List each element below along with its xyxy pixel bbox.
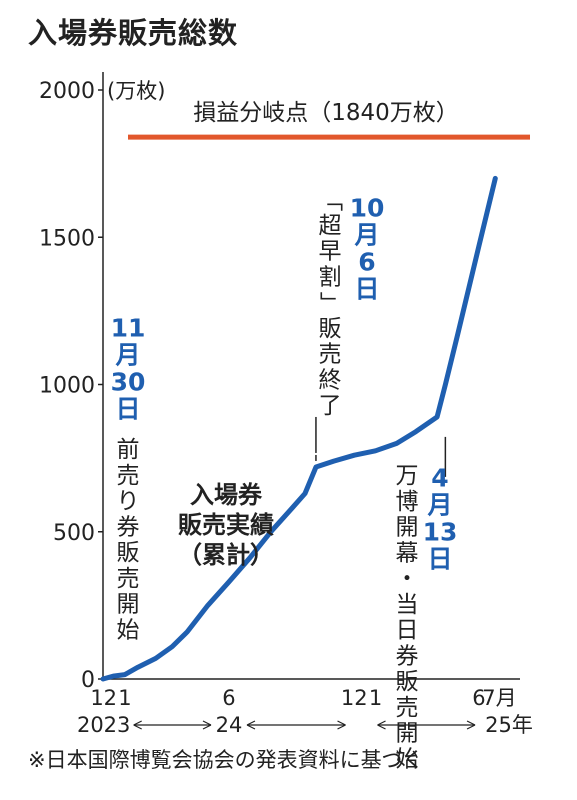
annotation-apr13-text: 開	[396, 515, 419, 541]
annotation-nov30-text: 開	[117, 592, 140, 618]
breakeven-label: 損益分岐点（1840万枚）	[193, 100, 459, 126]
series-label: 入場券	[190, 481, 263, 509]
annotation-apr13-text: 当	[396, 592, 419, 618]
annotation-apr13-text: 幕	[396, 540, 419, 566]
annotation-apr13-text: 始	[396, 746, 419, 772]
x-tick-label: 6	[472, 686, 485, 710]
annotation-oct6-date: 月	[353, 221, 379, 250]
y-tick-label: 500	[53, 521, 95, 546]
x-tick-label: 12	[90, 686, 117, 710]
annotation-oct6-text: 了	[319, 393, 342, 419]
y-tick-label: 0	[81, 668, 95, 693]
annotation-oct6-text: 」	[317, 292, 343, 315]
x-tick-label: 1	[118, 686, 131, 710]
y-unit-label: (万枚)	[107, 79, 165, 103]
year-label: 24	[216, 713, 243, 737]
annotation-apr13-date: 4	[431, 464, 448, 493]
annotation-nov30-text: 売	[117, 463, 140, 489]
annotation-oct6-text: 超	[319, 213, 342, 239]
series-label: （累計）	[178, 541, 274, 569]
annotation-oct6-text: 販	[319, 316, 342, 342]
y-tick-label: 1500	[39, 226, 95, 251]
x-tick-label: 7月	[482, 686, 516, 710]
annotation-apr13-date: 月	[426, 491, 452, 520]
annotation-oct6-text: 割	[319, 264, 342, 290]
annotation-apr13-text: 販	[396, 669, 419, 695]
annotation-oct6-text: 終	[319, 367, 342, 393]
chart-title: 入場券販売総数	[28, 16, 239, 50]
y-tick-label: 2000	[39, 79, 95, 104]
annotation-oct6-date: 日	[354, 275, 379, 304]
annotation-nov30-text: 前	[117, 437, 140, 463]
annotation-nov30-text: 販	[117, 540, 140, 566]
y-tick-label: 1000	[39, 374, 95, 399]
year-label: 2023	[77, 713, 130, 737]
annotation-apr13-date: 日	[427, 545, 452, 574]
x-tick-label: 6	[222, 686, 235, 710]
annotation-apr13-text: 開	[396, 721, 419, 747]
source-footnote: ※日本国際博覧会協会の発表資料に基づく	[28, 748, 424, 772]
series-label: 販売実績	[178, 511, 274, 539]
annotation-nov30-date: 月	[114, 341, 140, 370]
annotation-apr13-text: 日	[396, 618, 419, 644]
annotation-apr13-text: 売	[396, 695, 419, 721]
annotation-apr13-text: ・	[396, 566, 419, 592]
year-span-arrowhead	[133, 720, 212, 730]
annotation-nov30-text: り	[117, 489, 140, 515]
x-tick-label: 12	[341, 686, 368, 710]
annotation-nov30-date: 11	[111, 314, 146, 343]
cumulative-sales-line	[100, 175, 498, 682]
annotation-oct6-date: 6	[358, 248, 375, 277]
year-span-arrowhead	[246, 720, 346, 730]
annotation-oct6-date: 10	[350, 194, 385, 223]
annotation-nov30-text: 券	[117, 514, 140, 540]
x-tick-label: 1	[369, 686, 382, 710]
annotation-apr13-text: 券	[396, 643, 419, 669]
annotation-oct6-text: 売	[319, 342, 342, 368]
annotation-nov30-date: 30	[111, 368, 146, 397]
annotation-nov30-date: 日	[115, 395, 140, 424]
annotation-nov30-text: 始	[117, 617, 140, 643]
annotation-apr13-text: 万	[396, 463, 419, 489]
annotation-apr13-date: 13	[423, 518, 458, 547]
year-span-arrowhead	[377, 720, 476, 730]
annotation-oct6-text: 「	[317, 189, 343, 212]
annotation-oct6-text: 早	[319, 239, 342, 265]
annotation-nov30-text: 売	[117, 566, 140, 592]
year-label: 25年	[485, 713, 533, 737]
annotation-apr13-text: 博	[396, 489, 419, 515]
